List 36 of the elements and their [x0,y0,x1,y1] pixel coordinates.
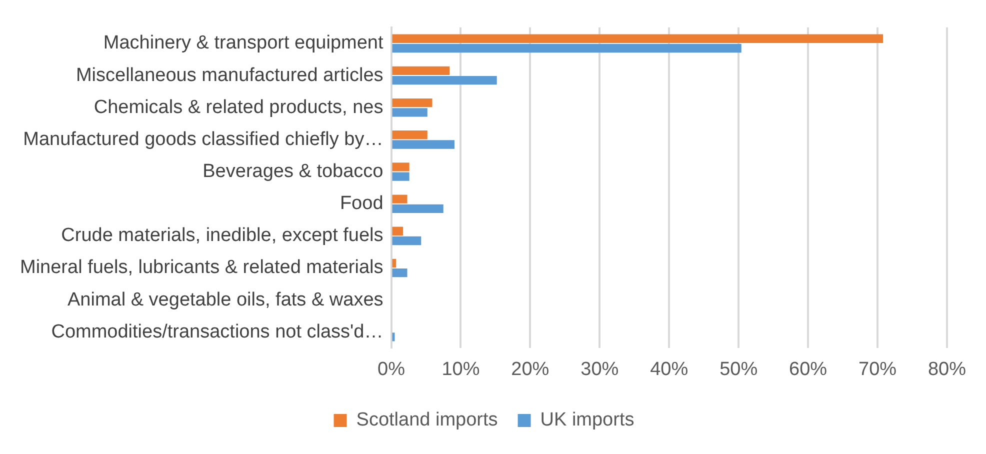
y-tick-label: Food [340,193,384,214]
x-tick-label: 40% [650,358,688,380]
x-tick-label: 10% [442,358,480,380]
y-tick-label: Mineral fuels, lubricants & related materials [20,257,384,278]
bar [392,236,422,246]
x-tick-label: 60% [789,358,828,380]
y-tick-label: Crude materials, inedible, except fuels [61,225,384,246]
bar [392,172,410,181]
bar [392,44,742,53]
y-tick-label: Beverages & tobacco [202,160,384,182]
x-tick-label: 80% [928,358,966,380]
x-tick-label: 20% [511,358,550,380]
bar [392,98,432,108]
x-tick-label: 70% [858,358,897,380]
y-tick-label: Animal & vegetable oils, fats & waxes [68,289,384,310]
bar [392,130,428,140]
y-tick-label: Chemicals & related products, nes [94,96,384,118]
bar [392,34,884,43]
bar [392,140,454,149]
y-tick-label: Miscellaneous manufactured articles [76,64,384,86]
x-tick-label: 50% [720,358,758,380]
y-tick-label: Machinery & transport equipment [103,32,384,54]
bar [392,268,408,278]
y-tick-label: Commodities/transactions not class'd… [51,321,384,342]
bar [392,108,428,117]
legend-label: UK imports [540,410,634,431]
bar [392,226,404,236]
bar [392,66,450,76]
bar [392,162,410,172]
legend-label: Scotland imports [356,410,498,431]
x-tick-label: 30% [580,358,619,380]
bar [392,204,444,213]
y-tick-label: Manufactured goods classified chiefly by… [23,128,384,150]
bar [392,76,497,85]
x-tick-label: 0% [378,358,406,380]
bar [392,194,408,204]
